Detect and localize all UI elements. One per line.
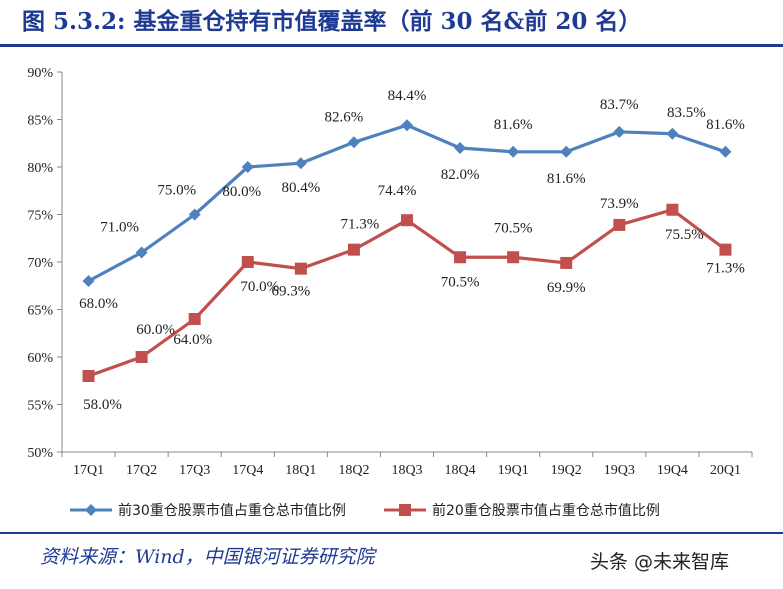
x-tick-label: 17Q4 — [232, 463, 263, 478]
data-label: 83.7% — [600, 97, 639, 113]
data-point-marker — [719, 145, 732, 158]
x-tick-label: 19Q3 — [604, 463, 635, 478]
x-tick-label: 19Q2 — [551, 463, 582, 478]
x-tick-label: 19Q1 — [498, 463, 529, 478]
series-1-layer: 68.0% 71.0% 75.0% 80.0% 80.4% 82.6% 84.4% 82.0%… — [79, 88, 745, 312]
y-tick-label: 85% — [27, 114, 53, 129]
data-label: 81.6% — [706, 117, 745, 133]
data-point-marker — [454, 251, 467, 264]
data-label: 69.3% — [271, 284, 310, 300]
data-label: 74.4% — [378, 183, 417, 199]
x-tick-label: 18Q3 — [391, 463, 422, 478]
data-point-marker — [241, 256, 254, 268]
legend-marker-series-1 — [85, 504, 97, 516]
y-tick-label: 60% — [27, 351, 53, 366]
data-label: 80.0% — [222, 184, 261, 200]
y-tick-label: 65% — [27, 304, 53, 319]
series-2-layer: 58.0% 60.0%64.0% 70.0%69.3% 71.3% 74.4% 70.5%… — [82, 183, 745, 413]
data-label: 81.6% — [494, 117, 533, 133]
data-point-marker — [454, 142, 467, 154]
page-title: 图 5.3.2: 基金重仓持有市值覆盖率（前 30 名&前 20 名） — [22, 8, 642, 35]
x-tick-label: 18Q1 — [285, 463, 316, 478]
watermark-text: 头条 @未来智库 — [590, 551, 730, 573]
data-label: 75.5% — [665, 227, 704, 243]
data-point-marker — [135, 351, 148, 363]
data-point-marker — [401, 119, 413, 132]
footer-divider — [0, 532, 783, 534]
y-tick-label: 90% — [27, 66, 53, 81]
data-label: 81.6% — [547, 171, 586, 187]
data-point-marker — [294, 262, 307, 275]
data-label: 71.3% — [706, 261, 745, 277]
data-point-marker — [613, 218, 626, 231]
data-label: 82.0% — [441, 167, 480, 183]
title-divider — [0, 44, 783, 47]
data-label: 69.9% — [547, 280, 586, 296]
x-tick-label: 17Q1 — [73, 463, 104, 478]
data-point-marker — [82, 370, 95, 382]
data-label: 64.0% — [173, 332, 212, 348]
data-point-marker — [560, 256, 573, 269]
data-point-marker — [613, 125, 626, 138]
data-point-marker — [347, 243, 360, 256]
data-point-marker — [135, 246, 148, 259]
y-tick-label: 70% — [27, 256, 53, 271]
data-point-marker — [666, 203, 679, 216]
data-point-marker — [347, 136, 360, 149]
source-note: 资料来源：Wind，中国银河证券研究院 — [40, 546, 375, 568]
data-point-marker — [401, 214, 413, 227]
x-tick-label: 18Q4 — [445, 463, 476, 478]
data-label: 70.5% — [494, 220, 533, 236]
data-point-marker — [188, 313, 201, 325]
data-label: 71.0% — [100, 220, 139, 236]
data-point-marker — [507, 145, 520, 158]
legend-marker-series-2 — [399, 504, 411, 516]
data-label: 70.5% — [441, 274, 480, 290]
data-label: 71.3% — [341, 217, 380, 233]
data-point-marker — [241, 161, 254, 173]
legend-label-series-1: 前30重仓股票市值占重仓总市值比例 — [118, 502, 346, 519]
data-label: 68.0% — [79, 296, 118, 312]
data-label: 58.0% — [83, 397, 122, 413]
data-point-marker — [294, 157, 307, 170]
x-tick-label: 20Q1 — [710, 463, 741, 478]
data-label: 80.4% — [281, 180, 320, 196]
series-line — [87, 208, 727, 378]
x-tick-label: 18Q2 — [338, 463, 369, 478]
data-point-marker — [188, 208, 201, 221]
chart-axes: 50% 55% 60% 65% 70% 75% 80% 85% 90% 17Q1 17Q2 17Q3 1… — [27, 66, 753, 478]
data-label: 83.5% — [667, 105, 706, 121]
data-point-marker — [719, 243, 732, 256]
data-label: 84.4% — [388, 88, 427, 104]
y-tick-label: 80% — [27, 161, 53, 176]
legend-label-series-2: 前20重仓股票市值占重仓总市值比例 — [432, 502, 660, 519]
data-point-marker — [560, 145, 573, 158]
x-tick-label: 19Q4 — [657, 463, 688, 478]
y-tick-label: 75% — [27, 209, 53, 224]
chart-legend: 前30重仓股票市值占重仓总市值比例 前20重仓股票市值占重仓总市值比例 — [70, 502, 660, 519]
data-point-marker — [507, 251, 520, 264]
data-point-marker — [82, 275, 95, 287]
data-label: 82.6% — [325, 109, 364, 125]
data-label: 60.0% — [136, 322, 175, 338]
y-tick-label: 55% — [27, 399, 53, 414]
x-tick-label: 17Q2 — [126, 463, 157, 478]
data-label: 70.0% — [240, 279, 279, 295]
x-tick-label: 17Q3 — [179, 463, 210, 478]
data-point-marker — [666, 127, 679, 140]
data-label: 75.0% — [157, 183, 196, 199]
y-tick-label: 50% — [27, 446, 53, 461]
data-label: 73.9% — [600, 196, 639, 212]
